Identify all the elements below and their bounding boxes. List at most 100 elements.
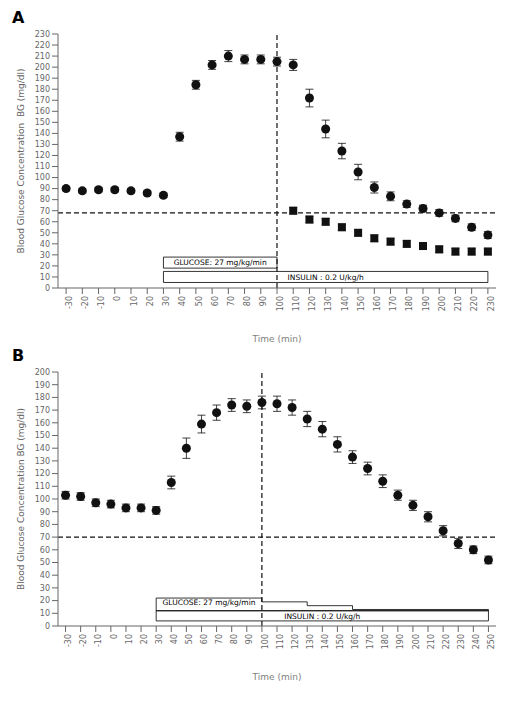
svg-text:110: 110 [35, 482, 50, 491]
svg-text:-20: -20 [81, 296, 90, 309]
svg-text:250: 250 [487, 634, 496, 649]
svg-text:230: 230 [457, 634, 466, 649]
svg-text:80: 80 [243, 296, 252, 306]
svg-text:180: 180 [35, 393, 50, 402]
svg-text:20: 20 [146, 296, 155, 306]
svg-text:190: 190 [422, 296, 431, 311]
svg-text:110: 110 [276, 634, 285, 649]
svg-text:200: 200 [412, 634, 421, 649]
svg-text:130: 130 [35, 140, 50, 149]
svg-text:10: 10 [130, 296, 139, 306]
svg-text:200: 200 [35, 368, 50, 377]
svg-text:Time (min): Time (min) [252, 672, 302, 682]
svg-text:90: 90 [40, 508, 50, 517]
svg-text:80: 80 [40, 195, 50, 204]
svg-text:30: 30 [40, 584, 50, 593]
svg-text:30: 30 [155, 634, 164, 644]
svg-text:150: 150 [336, 634, 345, 649]
svg-text:110: 110 [292, 296, 301, 311]
svg-text:220: 220 [470, 296, 479, 311]
svg-text:220: 220 [442, 634, 451, 649]
svg-text:30: 30 [162, 296, 171, 306]
svg-text:-10: -10 [97, 296, 106, 309]
svg-text:90: 90 [259, 296, 268, 306]
svg-text:-30: -30 [65, 296, 74, 309]
svg-text:120: 120 [35, 469, 50, 478]
svg-text:100: 100 [35, 495, 50, 504]
svg-text:70: 70 [40, 207, 50, 216]
svg-text:60: 60 [200, 634, 209, 644]
svg-text:0: 0 [110, 634, 119, 639]
svg-text:Blood Glucose Concentration BG: Blood Glucose Concentration BG (mg/dl) [16, 408, 26, 590]
svg-text:100: 100 [276, 296, 285, 311]
svg-text:-30: -30 [64, 634, 73, 647]
svg-text:160: 160 [351, 634, 360, 649]
svg-text:40: 40 [40, 240, 50, 249]
svg-text:140: 140 [341, 296, 350, 311]
svg-text:30: 30 [40, 251, 50, 260]
svg-text:120: 120 [291, 634, 300, 649]
svg-text:160: 160 [35, 107, 50, 116]
svg-text:INSULIN : 0.2 U/kg/h: INSULIN : 0.2 U/kg/h [288, 273, 364, 282]
svg-text:230: 230 [35, 30, 50, 39]
svg-text:40: 40 [178, 296, 187, 306]
svg-text:90: 90 [40, 184, 50, 193]
svg-text:150: 150 [357, 296, 366, 311]
svg-text:90: 90 [245, 634, 254, 644]
svg-text:130: 130 [35, 457, 50, 466]
svg-text:10: 10 [40, 609, 50, 618]
svg-text:160: 160 [373, 296, 382, 311]
svg-text:GLUCOSE: 27 mg/kg/min: GLUCOSE: 27 mg/kg/min [163, 598, 256, 607]
svg-text:70: 70 [215, 634, 224, 644]
svg-text:210: 210 [454, 296, 463, 311]
svg-text:180: 180 [35, 85, 50, 94]
svg-text:50: 50 [40, 558, 50, 567]
svg-text:170: 170 [35, 406, 50, 415]
svg-text:20: 20 [40, 262, 50, 271]
svg-text:50: 50 [185, 634, 194, 644]
svg-text:0: 0 [45, 284, 50, 293]
svg-text:0: 0 [113, 296, 122, 301]
svg-text:80: 80 [230, 634, 239, 644]
svg-text:INSULIN : 0.2 U/kg/h: INSULIN : 0.2 U/kg/h [284, 612, 360, 621]
svg-text:-20: -20 [79, 634, 88, 647]
svg-text:150: 150 [35, 118, 50, 127]
svg-text:190: 190 [35, 74, 50, 83]
svg-text:140: 140 [321, 634, 330, 649]
svg-text:120: 120 [308, 296, 317, 311]
svg-text:60: 60 [40, 546, 50, 555]
svg-text:190: 190 [397, 634, 406, 649]
svg-text:240: 240 [472, 634, 481, 649]
svg-text:230: 230 [487, 296, 496, 311]
svg-text:170: 170 [366, 634, 375, 649]
svg-text:130: 130 [324, 296, 333, 311]
svg-text:100: 100 [261, 634, 270, 649]
svg-text:GLUCOSE: 27 mg/kg/min: GLUCOSE: 27 mg/kg/min [174, 258, 267, 267]
svg-text:210: 210 [35, 52, 50, 61]
svg-text:40: 40 [170, 634, 179, 644]
svg-text:200: 200 [35, 63, 50, 72]
svg-text:130: 130 [306, 634, 315, 649]
svg-text:110: 110 [35, 162, 50, 171]
svg-text:170: 170 [389, 296, 398, 311]
svg-text:Blood Glucose Concentration B: Blood Glucose Concentration BG (mg/dl) [16, 69, 26, 254]
svg-text:120: 120 [35, 151, 50, 160]
svg-text:220: 220 [35, 41, 50, 50]
svg-text:50: 50 [40, 229, 50, 238]
svg-text:210: 210 [427, 634, 436, 649]
svg-text:80: 80 [40, 520, 50, 529]
svg-text:180: 180 [405, 296, 414, 311]
svg-text:160: 160 [35, 419, 50, 428]
svg-text:60: 60 [211, 296, 220, 306]
svg-text:-10: -10 [94, 634, 103, 647]
svg-text:50: 50 [195, 296, 204, 306]
svg-text:10: 10 [40, 273, 50, 282]
svg-text:100: 100 [35, 173, 50, 182]
svg-text:180: 180 [381, 634, 390, 649]
svg-text:10: 10 [125, 634, 134, 644]
svg-text:140: 140 [35, 129, 50, 138]
svg-text:170: 170 [35, 96, 50, 105]
svg-text:200: 200 [438, 296, 447, 311]
svg-text:150: 150 [35, 431, 50, 440]
svg-text:Time (min): Time (min) [252, 334, 302, 344]
